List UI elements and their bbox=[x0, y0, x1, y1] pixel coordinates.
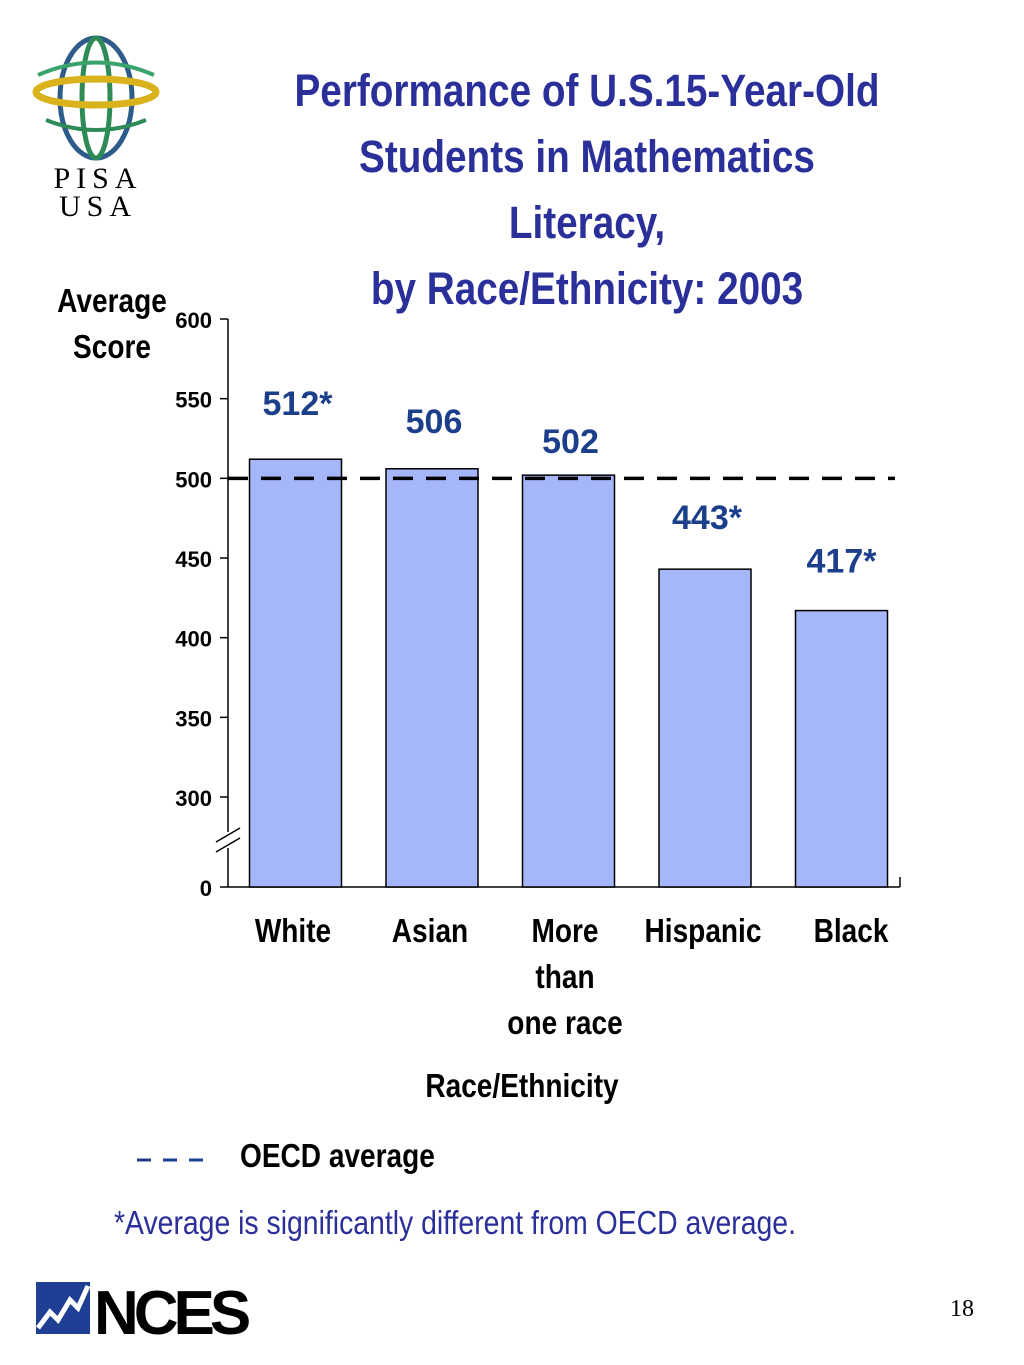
oecd-dash-legend-icon bbox=[137, 1158, 208, 1162]
category-label-line: than bbox=[535, 958, 595, 995]
y-axis-label: Average Score bbox=[53, 278, 172, 370]
axis-break-mark-1 bbox=[215, 827, 241, 843]
title-line-2: Students in Mathematics Literacy, bbox=[359, 131, 815, 248]
axis-break-mark-2 bbox=[215, 837, 241, 853]
bar-asian bbox=[385, 468, 479, 888]
significance-footnote: *Average is significantly different from… bbox=[114, 1204, 796, 1241]
y-tick-label-450: 450 bbox=[175, 547, 212, 572]
y-tick-label-400: 400 bbox=[175, 627, 212, 652]
category-label-asian: Asian bbox=[366, 908, 494, 954]
data-label-white: 512* bbox=[263, 385, 334, 423]
data-label-asian: 506 bbox=[406, 403, 463, 441]
y-axis-label-line-1: Average bbox=[57, 282, 167, 319]
x-axis-label: Race/Ethnicity bbox=[425, 1067, 619, 1104]
category-label-white: White bbox=[229, 908, 357, 954]
category-label-line: White bbox=[254, 912, 332, 949]
category-label-hispanic: Hispanic bbox=[639, 908, 767, 954]
pisa-usa-logo: PISA USA bbox=[32, 35, 160, 223]
category-label-line: More bbox=[531, 912, 599, 949]
y-tick-label-300: 300 bbox=[175, 786, 212, 811]
category-label-line: Asian bbox=[391, 912, 469, 949]
category-label-line: Hispanic bbox=[644, 912, 762, 949]
data-label-black: 417* bbox=[807, 543, 878, 581]
y-tick-label-500: 500 bbox=[175, 467, 212, 492]
y-tick-label-550: 550 bbox=[175, 388, 212, 413]
legend-oecd-average: OECD average bbox=[240, 1137, 435, 1174]
data-label-hispanic: 443* bbox=[672, 499, 743, 537]
category-label-black: Black bbox=[787, 908, 915, 954]
page-number: 18 bbox=[950, 1296, 974, 1322]
bar-more-than-one-race bbox=[521, 474, 616, 888]
title-line-3: by Race/Ethnicity: 2003 bbox=[370, 263, 804, 314]
usa-logo-text: USA bbox=[59, 190, 137, 223]
category-label-line: one race bbox=[507, 1004, 623, 1041]
page-title: Performance of U.S.15-Year-Old Students … bbox=[280, 58, 894, 322]
title-line-1: Performance of U.S.15-Year-Old bbox=[294, 65, 880, 116]
category-label-line: Black bbox=[813, 912, 889, 949]
data-label-more-than-one-race: 502 bbox=[542, 423, 599, 461]
y-axis-label-line-2: Score bbox=[73, 328, 151, 365]
bar-black bbox=[794, 609, 889, 888]
nces-logo-text: NCES bbox=[94, 1279, 249, 1338]
y-tick-label-350: 350 bbox=[175, 706, 212, 731]
pisa-logo-text: PISA bbox=[53, 162, 142, 195]
category-label-more-than-one-race: More than one race bbox=[501, 908, 629, 1046]
nces-logo: NCES bbox=[36, 1279, 254, 1338]
y-tick-label-0: 0 bbox=[200, 876, 212, 901]
bar-white bbox=[248, 458, 343, 888]
y-tick-label-600: 600 bbox=[175, 308, 212, 333]
bar-hispanic bbox=[658, 568, 752, 888]
